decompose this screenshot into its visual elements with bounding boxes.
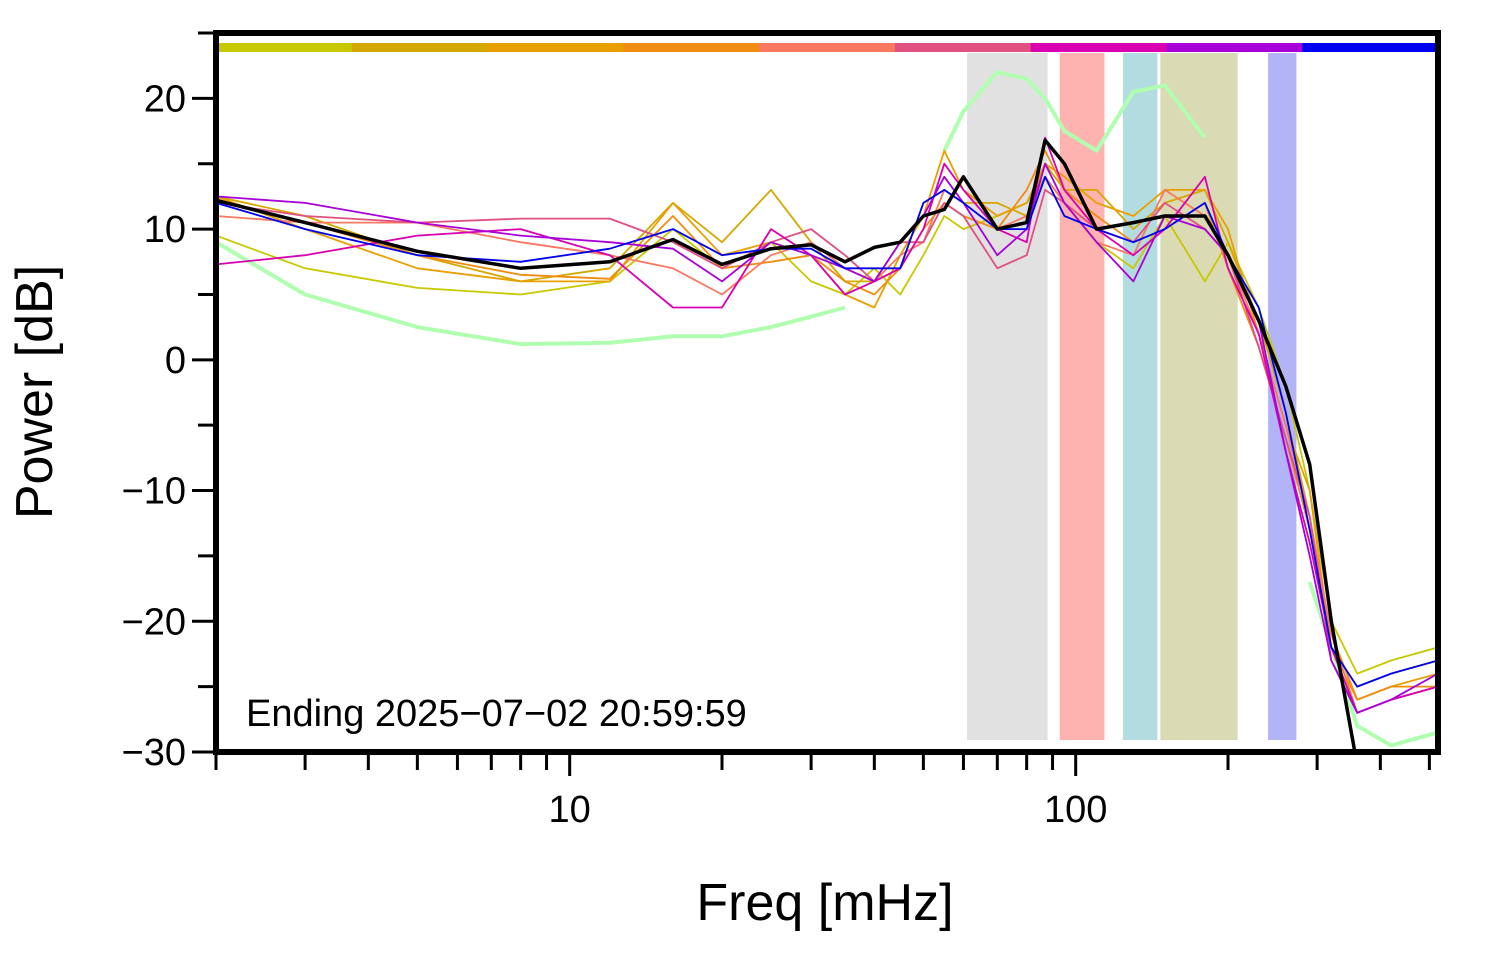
time-color-bar <box>487 43 624 52</box>
x-tick-label: 10 <box>549 789 591 831</box>
frequency-band <box>1160 53 1238 740</box>
spectrum-line <box>216 149 1438 701</box>
spectrum-line <box>216 136 1438 714</box>
x-tick-label: 100 <box>1044 789 1107 831</box>
frequency-band <box>967 53 1048 740</box>
x-axis-label: Freq [mHz] <box>696 874 953 932</box>
y-tick-label: 20 <box>144 78 186 120</box>
y-tick-label: 10 <box>144 209 186 251</box>
y-tick-label: −20 <box>122 601 186 643</box>
frequency-band <box>1122 53 1158 740</box>
time-color-bar <box>894 43 1032 52</box>
time-color-bar <box>1302 43 1439 52</box>
time-color-bar <box>623 43 760 52</box>
frequency-band <box>1059 53 1105 740</box>
time-color-bar <box>1166 43 1303 52</box>
annotation: Ending 2025−07−02 20:59:59 <box>246 693 747 735</box>
spectrum-line <box>216 162 1438 714</box>
plot-area <box>216 53 1438 752</box>
y-tick-label: −30 <box>122 732 186 774</box>
spectrum-line <box>216 149 1438 701</box>
time-color-bar <box>216 43 353 52</box>
plot-frame <box>213 30 1441 755</box>
y-tick-label: 0 <box>165 340 186 382</box>
spectrum-line <box>216 70 1438 748</box>
time-color-bar <box>1030 43 1167 52</box>
time-color-bar <box>759 43 896 52</box>
y-axis-label: Power [dB] <box>6 265 64 519</box>
time-color-bar <box>351 43 489 52</box>
y-tick-label: −10 <box>122 471 186 513</box>
spectrum-line <box>216 138 1357 752</box>
spectrum-line <box>216 189 1438 714</box>
